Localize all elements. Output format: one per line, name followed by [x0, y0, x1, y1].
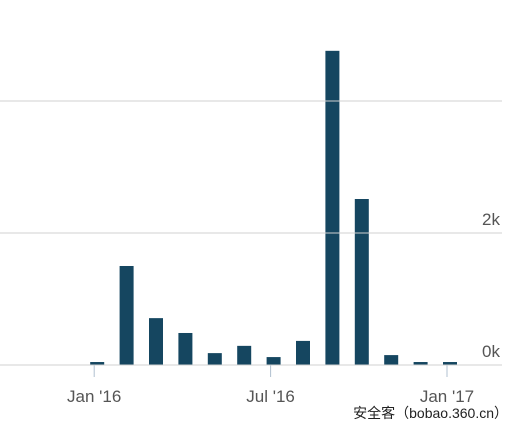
- bar: [90, 362, 105, 365]
- bar: [178, 332, 193, 365]
- x-tick-label: Jul '16: [246, 387, 295, 406]
- x-tick-label: Jan '17: [420, 387, 474, 406]
- bar: [354, 199, 369, 365]
- bar: [149, 318, 163, 365]
- y-tick-label: 2k: [482, 210, 500, 229]
- bar: [119, 265, 134, 365]
- bar: [266, 357, 281, 365]
- x-tick-label: Jan '16: [67, 387, 121, 406]
- bar: [237, 345, 252, 365]
- watermark: 安全客（bobao.360.cn）: [353, 405, 508, 421]
- bar: [384, 355, 399, 365]
- bar: [443, 362, 457, 365]
- bar: [207, 353, 222, 365]
- bar: [413, 362, 428, 365]
- bar: [296, 340, 310, 365]
- y-tick-label: 0k: [482, 342, 500, 361]
- bar: [325, 50, 340, 365]
